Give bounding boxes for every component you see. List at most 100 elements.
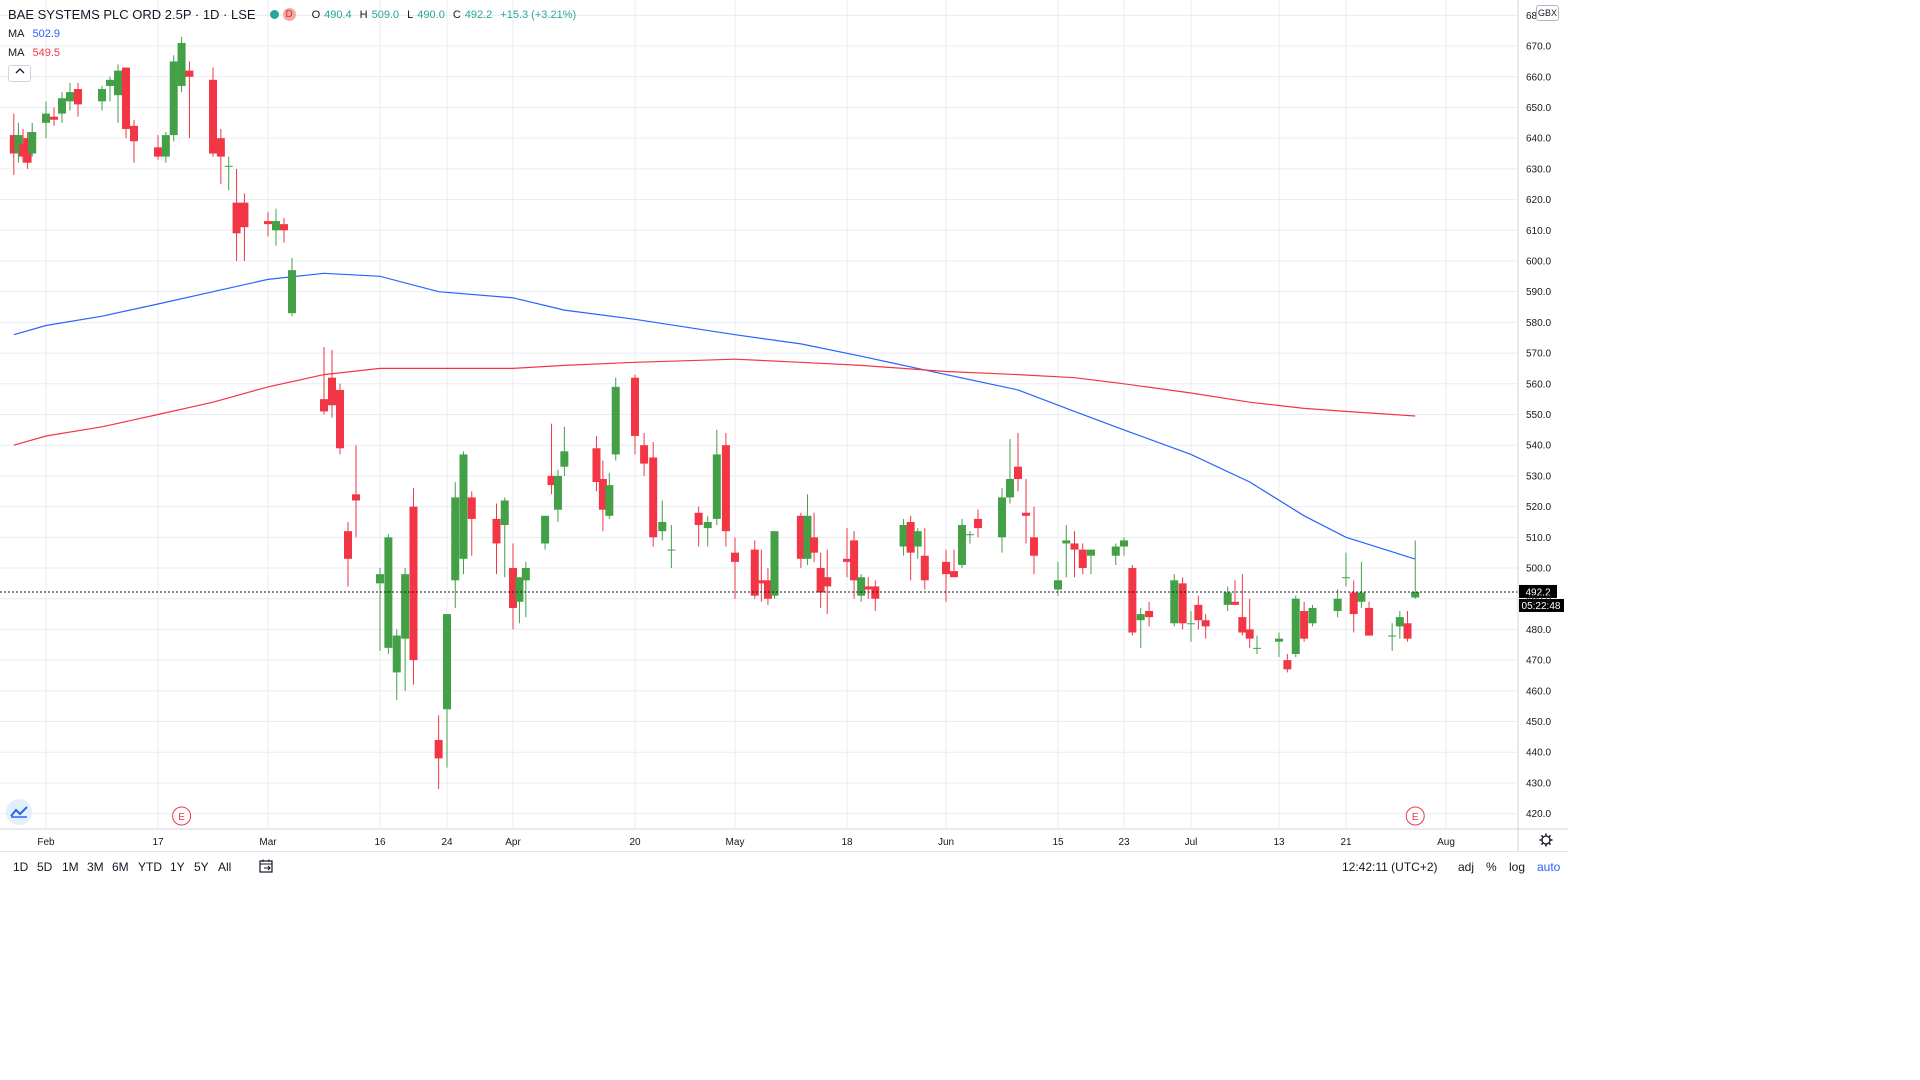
- candle-body: [1030, 537, 1038, 556]
- candle-body: [560, 451, 569, 467]
- candle-body: [521, 568, 530, 581]
- candle-body: [1365, 607, 1374, 636]
- ma-fast-label: MA: [8, 28, 25, 40]
- candle-body: [1201, 620, 1210, 627]
- earnings-marker-label: E: [1412, 812, 1419, 823]
- candle-body: [9, 135, 18, 154]
- ma-fast-value: 502.9: [32, 28, 61, 40]
- candle-body: [1178, 583, 1187, 624]
- date-range-icon[interactable]: [258, 858, 274, 874]
- candle-body: [264, 221, 272, 225]
- candle-body: [224, 165, 233, 167]
- x-tick-label: Jun: [938, 837, 954, 848]
- candle-body: [920, 555, 929, 581]
- collapse-legend-button[interactable]: [8, 65, 31, 82]
- candle-body: [857, 577, 866, 596]
- x-tick-label: 17: [152, 837, 164, 848]
- candle-body: [592, 448, 601, 483]
- x-tick-label: Feb: [37, 837, 55, 848]
- candle-body: [1238, 617, 1247, 633]
- candle-body: [1245, 629, 1254, 639]
- range-6m-button[interactable]: 6M: [112, 860, 129, 874]
- range-all-button[interactable]: All: [218, 860, 232, 874]
- candle-body: [721, 445, 730, 532]
- candle-body: [703, 521, 712, 529]
- range-1y-button[interactable]: 1Y: [170, 860, 185, 874]
- candle-body: [23, 138, 32, 163]
- y-tick-label: 470.0: [1526, 656, 1551, 667]
- candle-body: [966, 534, 974, 536]
- close-value: 492.2: [464, 8, 493, 21]
- candle-body: [998, 497, 1006, 538]
- y-tick-label: 580.0: [1526, 318, 1551, 329]
- candle-body: [553, 475, 562, 510]
- adj-toggle[interactable]: adj: [1458, 860, 1475, 874]
- chart-area[interactable]: 492.2 05:22:48 420.0 430.0 440.0 450.0 460.0 4…: [0, 0, 1568, 880]
- ma-slow-line: [13, 358, 1416, 446]
- candle-body: [515, 577, 524, 602]
- candle-body: [1342, 577, 1350, 579]
- candle-body: [1006, 478, 1014, 498]
- candle-body: [763, 580, 772, 599]
- auto-toggle[interactable]: auto: [1537, 860, 1561, 874]
- high-label: H: [359, 8, 368, 21]
- candle-body: [757, 580, 766, 584]
- candle-body: [640, 445, 649, 464]
- ma-slow-legend[interactable]: MA 549.5: [8, 47, 60, 59]
- candle-body: [1145, 611, 1154, 618]
- grid: [0, 0, 1518, 829]
- candle-body: [409, 506, 418, 661]
- candle-body: [871, 586, 880, 599]
- candle-body: [958, 525, 966, 565]
- log-toggle[interactable]: log: [1509, 860, 1526, 874]
- candle-body: [122, 67, 130, 129]
- high-value: 509.0: [371, 8, 400, 21]
- ma-fast-legend[interactable]: MA 502.9: [8, 28, 60, 40]
- candle-body: [694, 512, 703, 526]
- candle-body: [500, 500, 509, 526]
- y-tick-label: 500.0: [1526, 564, 1551, 575]
- y-tick-label: 670.0: [1526, 42, 1551, 53]
- range-5y-button[interactable]: 5Y: [194, 860, 209, 874]
- symbol-title[interactable]: BAE SYSTEMS PLC ORD 2.5P · 1D · LSE: [8, 7, 256, 22]
- candle-body: [58, 98, 66, 114]
- candle-body: [98, 89, 106, 102]
- candles: [9, 36, 1420, 790]
- y-tick-label: 480.0: [1526, 625, 1551, 636]
- y-tick-label: 630.0: [1526, 164, 1551, 175]
- candle-body: [950, 571, 958, 578]
- range-1d-button[interactable]: 1D: [13, 860, 29, 874]
- candle-body: [114, 70, 122, 96]
- range-3m-button[interactable]: 3M: [87, 860, 104, 874]
- candle-body: [1231, 601, 1239, 605]
- price-chart[interactable]: 492.205:22:48 420.0430.0440.0450.0460.04…: [0, 0, 1568, 851]
- candle-body: [392, 635, 401, 673]
- candle-body: [796, 515, 805, 559]
- range-1m-button[interactable]: 1M: [62, 860, 79, 874]
- candle-body: [232, 202, 241, 234]
- y-tick-label: 640.0: [1526, 134, 1551, 145]
- moving-averages: [13, 272, 1416, 560]
- candle-body: [443, 614, 451, 710]
- y-tick-label: 510.0: [1526, 533, 1551, 544]
- y-tick-label: 650.0: [1526, 103, 1551, 114]
- currency-badge[interactable]: GBX: [1536, 5, 1559, 21]
- open-label: O: [311, 8, 321, 21]
- low-value: 490.0: [417, 8, 445, 21]
- chevron-up-icon: [15, 68, 24, 74]
- y-tick-label: 600.0: [1526, 256, 1551, 267]
- time-zone-display[interactable]: 12:42:11 (UTC+2): [1342, 860, 1438, 874]
- last-price-line: 492.2 05:22:48: [0, 584, 1564, 612]
- range-5d-button[interactable]: 5D: [37, 860, 53, 874]
- y-tick-label: 620.0: [1526, 195, 1551, 206]
- percent-toggle[interactable]: %: [1486, 860, 1497, 874]
- candle-body: [240, 202, 249, 228]
- ma-fast-line: [13, 272, 1416, 560]
- candle-body: [28, 132, 37, 154]
- candle-body: [209, 79, 217, 154]
- x-tick-label: 16: [374, 837, 386, 848]
- range-ytd-button[interactable]: YTD: [138, 860, 162, 874]
- candle-body: [401, 574, 410, 639]
- candle-body: [899, 525, 908, 547]
- tradingview-logo[interactable]: [6, 799, 32, 825]
